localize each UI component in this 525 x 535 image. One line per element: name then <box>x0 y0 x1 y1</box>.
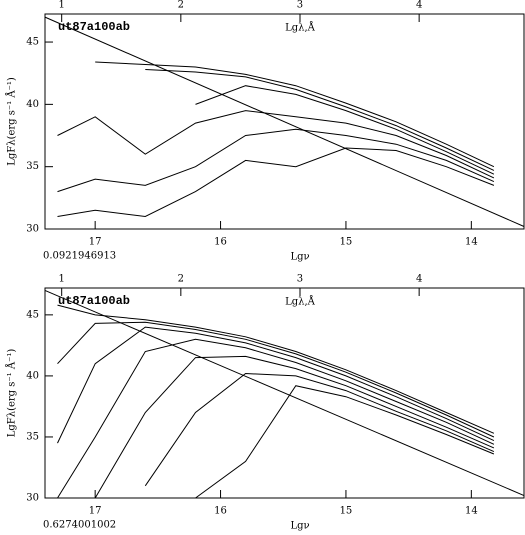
x2-tick-label: 3 <box>297 274 303 285</box>
x2-tick-label: 2 <box>178 0 184 11</box>
reference-line <box>44 16 525 227</box>
x-tick-label: 17 <box>89 237 102 248</box>
x-axis-label: Lgν <box>290 521 309 532</box>
x-tick-label: 14 <box>465 506 478 517</box>
y-tick-label: 45 <box>26 37 39 48</box>
spectrum-line <box>94 355 495 499</box>
x-tick-label: 15 <box>340 506 353 517</box>
y-tick-label: 35 <box>26 431 39 442</box>
x2-tick-label: 2 <box>178 274 184 285</box>
y-tick-label: 30 <box>26 224 39 235</box>
x-axis-label: Lgν <box>290 252 309 263</box>
x2-axis-label: Lgλ,Å <box>285 296 316 308</box>
x-tick-label: 16 <box>214 506 227 517</box>
y-tick-label: 45 <box>26 309 39 320</box>
y-tick-label: 40 <box>26 370 39 381</box>
x-tick-label: 15 <box>340 237 353 248</box>
x-tick-label: 14 <box>465 237 478 248</box>
x-tick-label: 16 <box>214 237 227 248</box>
panel-title: ut87a100ab <box>58 294 130 308</box>
spectrum-line <box>144 372 495 487</box>
x2-tick-label: 4 <box>416 274 422 285</box>
spectrum-line <box>145 69 495 171</box>
spectrum-line <box>57 110 495 179</box>
y-tick-label: 40 <box>26 99 39 110</box>
spectrum-line <box>57 326 495 444</box>
x2-tick-label: 3 <box>297 0 303 11</box>
x-tick-label: 17 <box>89 506 102 517</box>
x2-tick-label: 1 <box>58 274 64 285</box>
y-tick-label: 30 <box>26 493 39 504</box>
spectrum-line <box>57 128 495 193</box>
x2-tick-label: 1 <box>58 0 64 11</box>
spectrum-line <box>195 385 495 499</box>
plot-frame <box>44 287 525 499</box>
spectrum-line <box>57 338 495 499</box>
y-axis-label: LgFλ(erg s⁻¹ Å⁻¹) <box>6 77 18 166</box>
reference-line <box>44 289 525 497</box>
x2-tick-label: 4 <box>416 0 422 11</box>
y-tick-label: 35 <box>26 161 39 172</box>
x2-axis-label: Lgλ,Å <box>285 22 316 34</box>
plot-frame <box>44 13 525 230</box>
spectrum-line <box>57 147 495 218</box>
spectrum-line <box>95 61 495 168</box>
y-axis-label: LgFλ(erg s⁻¹ Å⁻¹) <box>6 349 18 438</box>
spectrum-line <box>195 85 495 175</box>
annotation: 0.0921946913 <box>43 251 116 262</box>
annotation: 0.6274001002 <box>43 520 116 531</box>
spectrum-line <box>57 304 495 434</box>
